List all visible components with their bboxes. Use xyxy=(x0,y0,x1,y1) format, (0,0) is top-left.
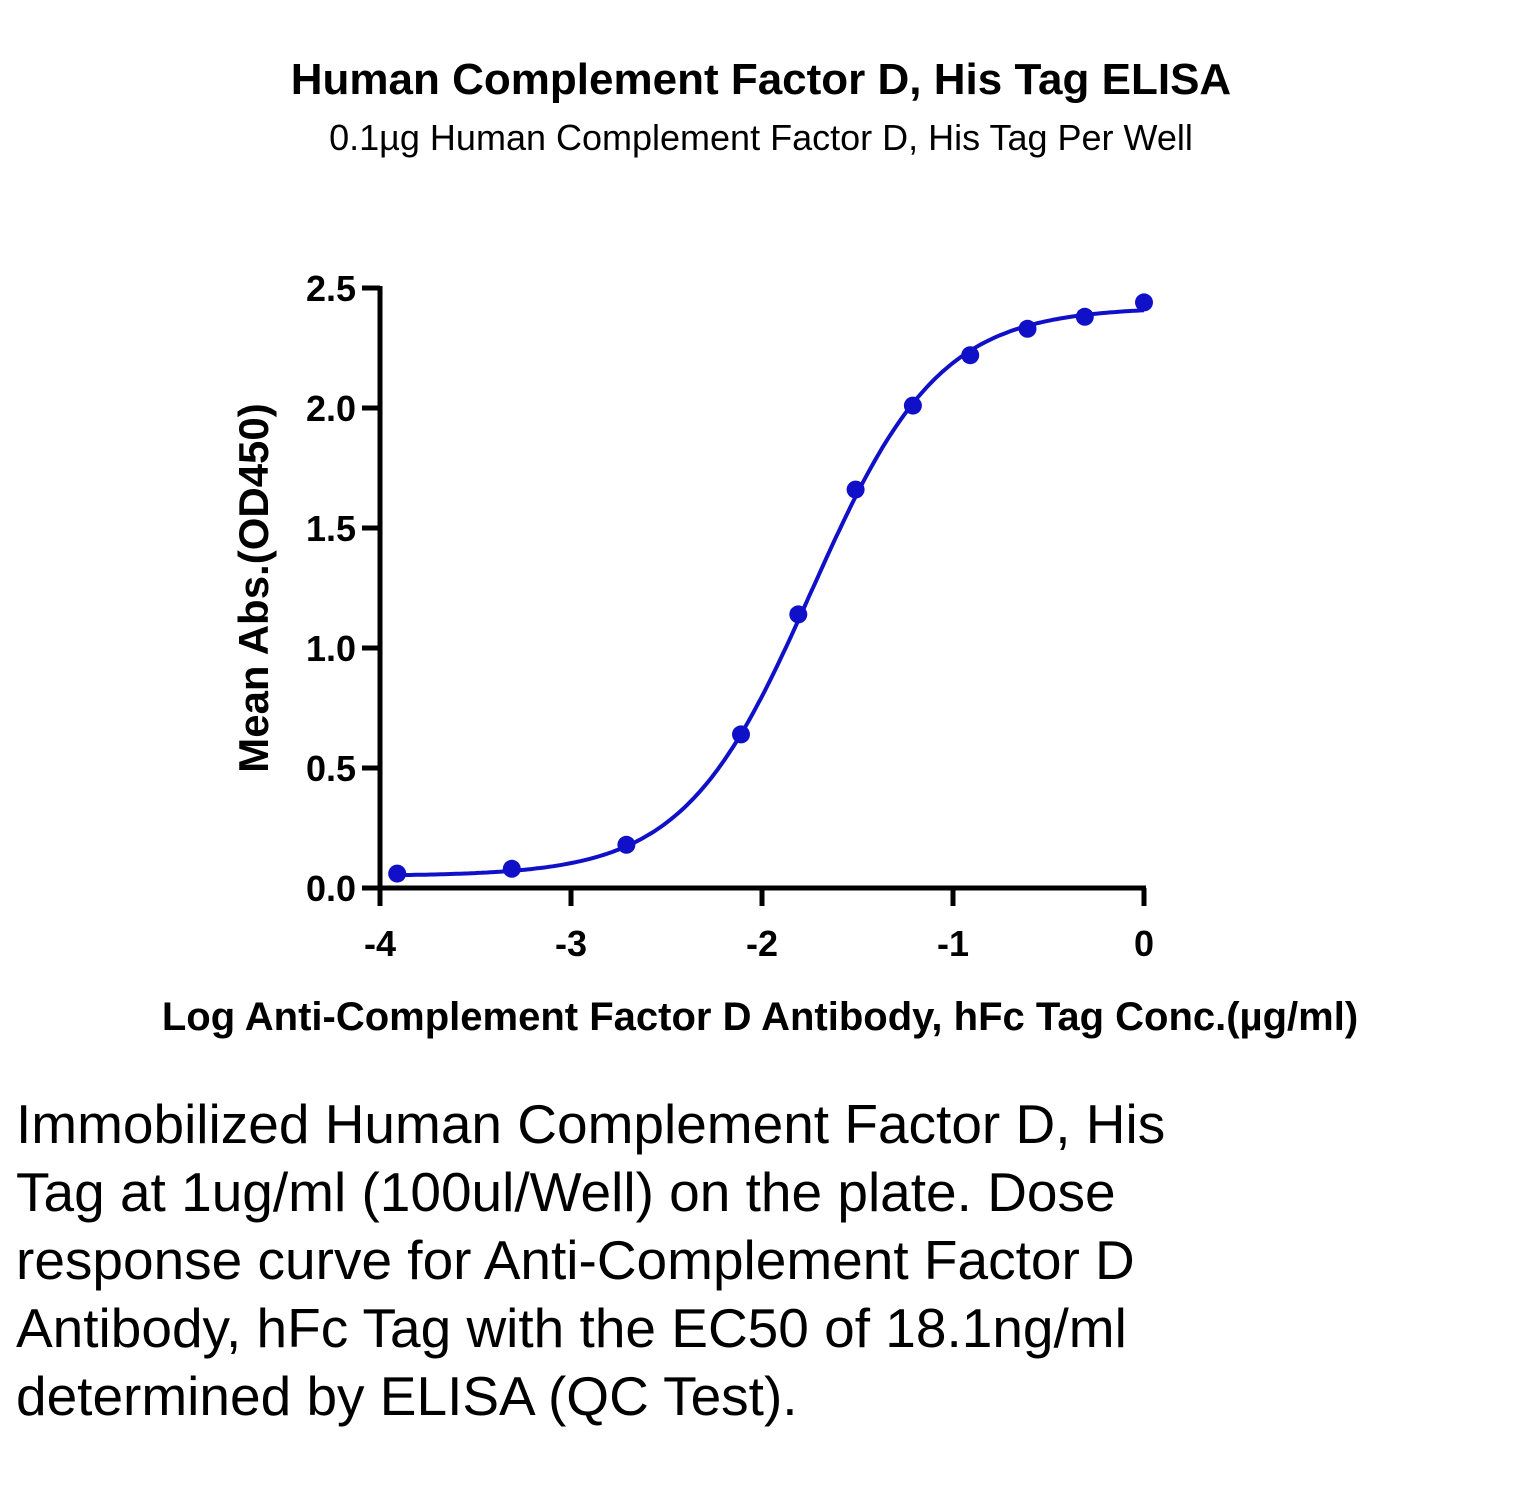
data-point xyxy=(1075,307,1094,326)
data-point xyxy=(732,725,750,744)
data-point xyxy=(846,480,865,499)
x-axis-label: Log Anti-Complement Factor D Antibody, h… xyxy=(162,995,1358,1039)
x-tick-labels: -4 -3 -2 -1 0 xyxy=(364,923,1154,964)
data-point xyxy=(1018,319,1037,338)
y-axis-label: Mean Abs.(OD450) xyxy=(230,403,277,773)
data-point xyxy=(903,396,922,415)
data-point xyxy=(502,859,521,878)
x-tick-label: -1 xyxy=(937,923,969,964)
data-point xyxy=(1135,293,1153,312)
chart: Human Complement Factor D, His Tag ELISA… xyxy=(162,55,1358,1039)
x-tick-label: -3 xyxy=(555,923,587,964)
chart-title: Human Complement Factor D, His Tag ELISA xyxy=(291,55,1231,104)
x-tick-label: 0 xyxy=(1134,923,1154,964)
y-tick-labels: 0.0 0.5 1.0 1.5 2.0 2.5 xyxy=(306,268,356,909)
data-point xyxy=(388,864,407,883)
data-point xyxy=(961,346,980,365)
figure-caption: Immobilized Human Complement Factor D, H… xyxy=(16,1093,1166,1427)
data-points xyxy=(388,293,1153,883)
x-tick-label: -2 xyxy=(746,923,778,964)
data-point xyxy=(617,835,636,854)
y-tick-label: 0.0 xyxy=(306,868,356,909)
y-tick-label: 0.5 xyxy=(306,748,356,789)
x-tick-label: -4 xyxy=(364,923,396,964)
y-tick-label: 2.0 xyxy=(306,388,356,429)
y-tick-label: 1.0 xyxy=(306,628,356,669)
y-tick-label: 2.5 xyxy=(306,268,356,309)
fit-curve xyxy=(397,308,1145,878)
axes xyxy=(362,285,1147,906)
y-tick-label: 1.5 xyxy=(306,508,356,549)
chart-subtitle: 0.1µg Human Complement Factor D, His Tag… xyxy=(329,117,1193,158)
data-point xyxy=(789,605,808,624)
